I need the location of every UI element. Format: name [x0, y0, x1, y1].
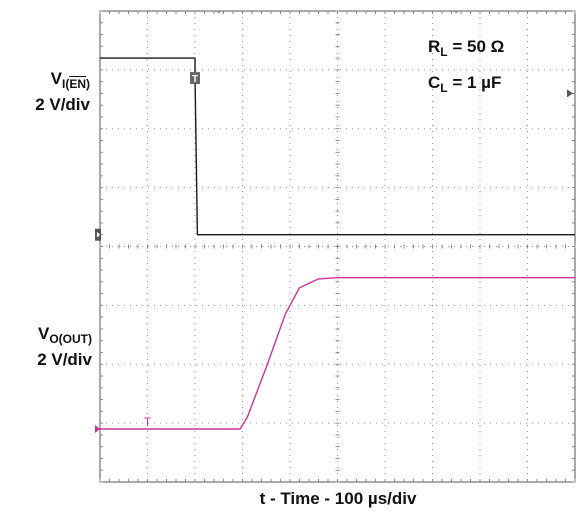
cursor-marker: T	[144, 415, 152, 429]
top-position-marker	[217, 10, 220, 14]
markers: TT	[95, 10, 573, 434]
top-position-marker	[455, 10, 458, 14]
trigger-marker-label: T	[192, 74, 198, 85]
trace-output	[100, 277, 575, 430]
channel2-ground-marker	[95, 425, 100, 434]
channel2-name: V	[38, 324, 50, 343]
channel1-ground-arrow	[97, 231, 100, 238]
grid	[99, 10, 576, 483]
channel2-scale: 2 V/div	[37, 350, 92, 369]
channel2-label: VO(OUT) 2 V/div	[10, 325, 92, 368]
channel1-label: VI(EN) 2 V/div	[14, 70, 90, 113]
load-resistance-annotation: RL = 50 Ω	[428, 37, 505, 59]
trigger-level-marker	[567, 89, 573, 98]
channel1-scale: 2 V/div	[35, 95, 90, 114]
load-capacitance-annotation: CL = 1 µF	[428, 73, 502, 95]
trigger-marker-box	[190, 72, 200, 85]
x-axis-label: t - Time - 100 µs/div	[259, 489, 417, 508]
channel1-name: V	[50, 69, 62, 88]
